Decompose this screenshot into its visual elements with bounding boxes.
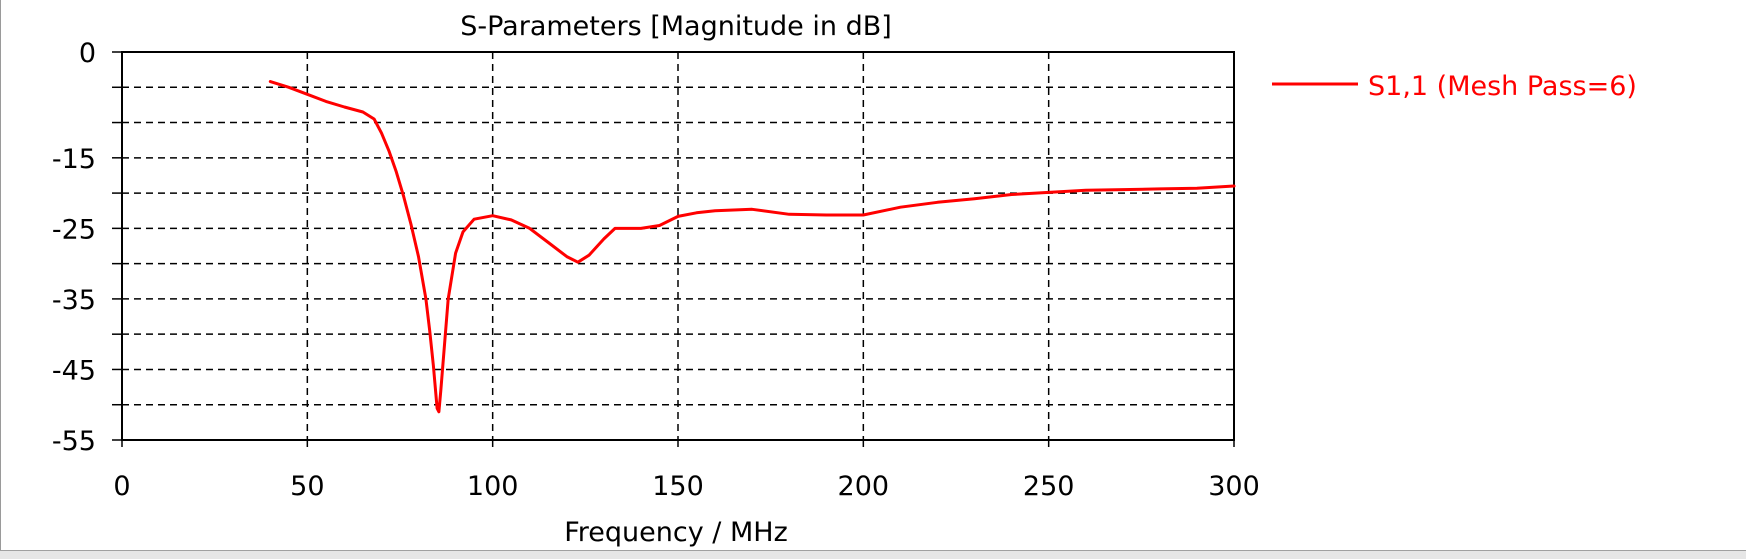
x-axis-label: Frequency / MHz [564, 517, 788, 548]
y-tick-label: -15 [52, 144, 96, 175]
y-tick-label: -55 [52, 426, 96, 457]
x-tick-labels: 0 50 100 150 200 250 300 [113, 471, 1259, 502]
series-line-s11 [268, 80, 1236, 414]
plot-area-border [121, 51, 1235, 441]
y-tick-label: 0 [79, 38, 96, 69]
x-tick-label: 0 [113, 471, 130, 502]
window-left-border [0, 0, 1, 550]
legend-label-s11: S1,1 (Mesh Pass=6) [1368, 71, 1637, 102]
x-tick-label: 300 [1208, 471, 1260, 502]
x-tick-label: 200 [838, 471, 890, 502]
window-bottom-strip [0, 550, 1746, 559]
y-tick-label: -25 [52, 214, 96, 245]
grid-lines [122, 52, 1234, 440]
y-tick-labels: 0 -15 -25 -35 -45 -55 [52, 38, 96, 457]
x-tick-label: 100 [467, 471, 519, 502]
x-tick-label: 150 [652, 471, 704, 502]
axis-ticks [112, 51, 1235, 447]
chart-title: S-Parameters [Magnitude in dB] [460, 11, 892, 42]
legend: S1,1 (Mesh Pass=6) [1272, 71, 1637, 102]
y-tick-label: -45 [52, 355, 96, 386]
y-tick-label: -35 [52, 285, 96, 316]
x-tick-label: 250 [1023, 471, 1075, 502]
x-tick-label: 50 [290, 471, 324, 502]
